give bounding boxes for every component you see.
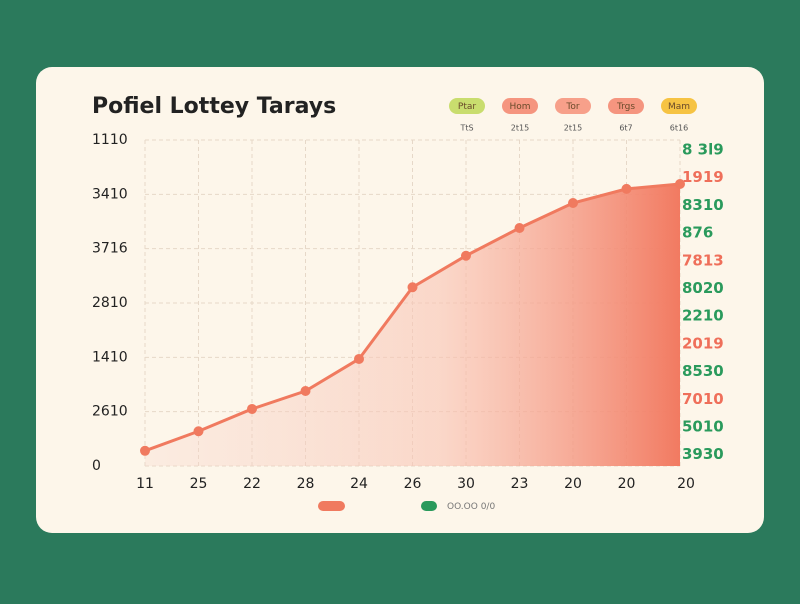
legend-pill bbox=[502, 98, 538, 114]
legend-label: Ptar bbox=[458, 102, 476, 112]
point bbox=[193, 426, 204, 437]
right-label: 7010 bbox=[682, 390, 724, 408]
legend-pill bbox=[555, 98, 591, 114]
point bbox=[247, 403, 257, 414]
area bbox=[145, 184, 680, 466]
point bbox=[675, 179, 685, 190]
x-tick-label: 22 bbox=[243, 476, 261, 492]
x-tick-label: 28 bbox=[297, 476, 315, 492]
right-label: 3930 bbox=[682, 445, 724, 463]
point bbox=[568, 198, 578, 209]
legend-swatch bbox=[318, 501, 345, 511]
legend-pill bbox=[608, 98, 644, 114]
legend-swatch bbox=[421, 501, 437, 511]
x-tick-label: 25 bbox=[190, 476, 208, 492]
y-tick-label: 1110 bbox=[92, 132, 128, 148]
legend-label: Hom bbox=[509, 102, 530, 112]
y-tick-label: 2810 bbox=[92, 295, 128, 311]
right-label: 7813 bbox=[682, 251, 724, 269]
chart-title: Pofiel Lottey Tarays bbox=[92, 94, 336, 119]
x-tick-label: 20 bbox=[677, 476, 695, 492]
point bbox=[354, 353, 364, 364]
right-label: 5010 bbox=[682, 418, 724, 436]
y-tick-label: 3410 bbox=[92, 186, 128, 202]
right-label: 8310 bbox=[682, 196, 724, 214]
x-tick-label: 30 bbox=[457, 476, 475, 492]
point bbox=[140, 445, 150, 456]
legend-pill bbox=[449, 98, 485, 114]
point bbox=[461, 250, 471, 261]
right-label: 8530 bbox=[682, 362, 724, 380]
point bbox=[407, 282, 418, 293]
legend-label: Tor bbox=[565, 102, 579, 112]
legend-sublabel: 2t15 bbox=[511, 124, 529, 133]
right-label: 8020 bbox=[682, 279, 724, 297]
legend-label: OO.OO 0/0 bbox=[447, 502, 495, 512]
x-tick-label: 20 bbox=[618, 476, 636, 492]
right-label: 2019 bbox=[682, 334, 724, 352]
x-tick-label: 24 bbox=[350, 476, 368, 492]
legend-pill bbox=[661, 98, 697, 114]
legend-label: Trgs bbox=[616, 102, 635, 112]
legend-sublabel: 6t16 bbox=[670, 124, 688, 133]
legend-sublabel: 2t15 bbox=[564, 124, 582, 133]
right-label: 2210 bbox=[682, 307, 724, 325]
right-label: 8 3l9 bbox=[682, 141, 724, 159]
x-tick-label: 23 bbox=[511, 476, 529, 492]
right-label: 1919 bbox=[682, 168, 724, 186]
legend-sublabel: 6t7 bbox=[619, 124, 632, 133]
y-tick-label: 1410 bbox=[92, 349, 128, 365]
right-label: 876 bbox=[682, 224, 713, 242]
legend-label: Mam bbox=[668, 102, 690, 112]
point bbox=[514, 223, 525, 234]
legend-sublabel: TtS bbox=[459, 124, 473, 133]
y-tick-label: 0 bbox=[92, 458, 101, 474]
point bbox=[621, 183, 632, 194]
y-tick-label: 3716 bbox=[92, 241, 128, 257]
point bbox=[300, 386, 311, 397]
x-tick-label: 26 bbox=[404, 476, 422, 492]
x-tick-label: 11 bbox=[136, 476, 154, 492]
x-tick-label: 20 bbox=[564, 476, 582, 492]
y-tick-label: 2610 bbox=[92, 404, 128, 420]
